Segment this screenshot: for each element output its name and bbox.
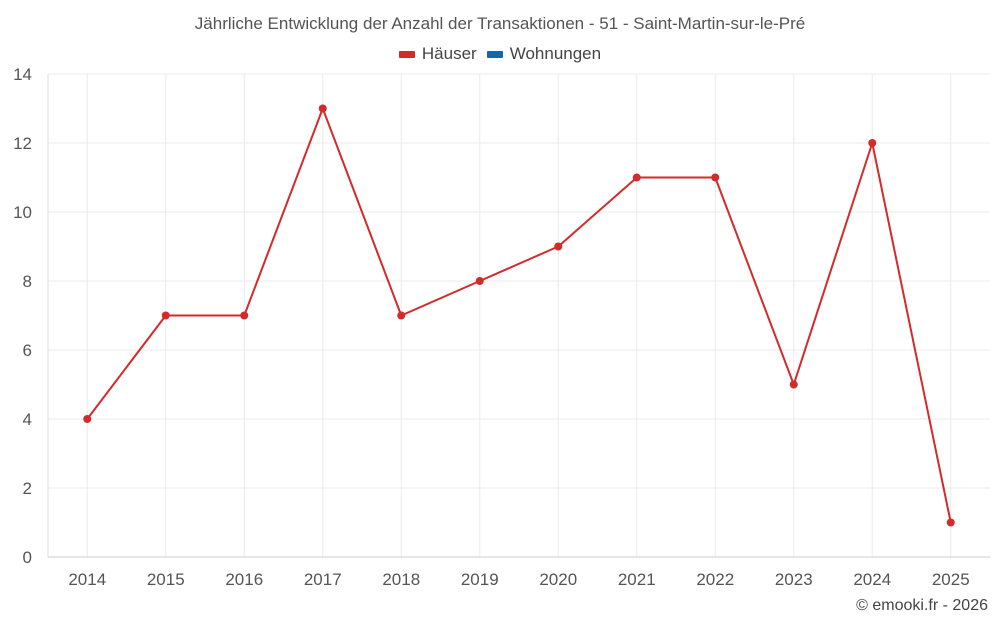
x-tick-label: 2025	[932, 570, 970, 589]
x-tick-label: 2015	[147, 570, 185, 589]
y-tick-label: 14	[13, 65, 32, 84]
x-tick-label: 2024	[853, 570, 891, 589]
x-tick-label: 2023	[775, 570, 813, 589]
y-tick-label: 10	[13, 203, 32, 222]
x-tick-label: 2018	[382, 570, 420, 589]
x-tick-label: 2022	[696, 570, 734, 589]
legend-swatch-wohnungen	[486, 50, 503, 58]
x-tick-label: 2021	[618, 570, 656, 589]
y-tick-label: 0	[23, 548, 32, 567]
data-point	[83, 415, 92, 423]
data-point	[161, 311, 170, 320]
legend-label-haeuser: Häuser	[421, 44, 477, 63]
data-point	[632, 173, 641, 182]
data-point	[946, 518, 955, 527]
x-tick-label: 2019	[461, 570, 499, 589]
data-point	[397, 311, 406, 320]
credit-text: © emooki.fr - 2026	[856, 597, 988, 614]
x-tick-label: 2016	[225, 570, 263, 589]
series-line-0	[86, 107, 952, 523]
x-tick-label: 2017	[304, 570, 342, 589]
legend-item-haeuser[interactable]: Häuser	[398, 44, 477, 64]
legend-swatch-haeuser	[398, 50, 415, 58]
x-tick-label: 2014	[68, 570, 106, 589]
data-point	[789, 380, 798, 389]
data-point	[868, 139, 877, 147]
legend: Häuser Wohnungen	[0, 44, 1000, 64]
data-point	[240, 311, 249, 320]
data-point	[475, 277, 484, 285]
legend-label-wohnungen: Wohnungen	[509, 44, 602, 63]
legend-item-wohnungen[interactable]: Wohnungen	[486, 44, 602, 64]
y-tick-label: 4	[23, 410, 32, 429]
y-tick-label: 6	[23, 341, 32, 360]
data-point	[711, 173, 720, 182]
y-tick-label: 8	[23, 272, 32, 291]
y-tick-label: 12	[13, 134, 32, 153]
data-point	[318, 104, 327, 113]
data-point	[554, 242, 563, 251]
chart-title: Jährliche Entwicklung der Anzahl der Tra…	[194, 14, 806, 33]
y-tick-label: 2	[23, 479, 32, 498]
x-tick-label: 2020	[539, 570, 577, 589]
